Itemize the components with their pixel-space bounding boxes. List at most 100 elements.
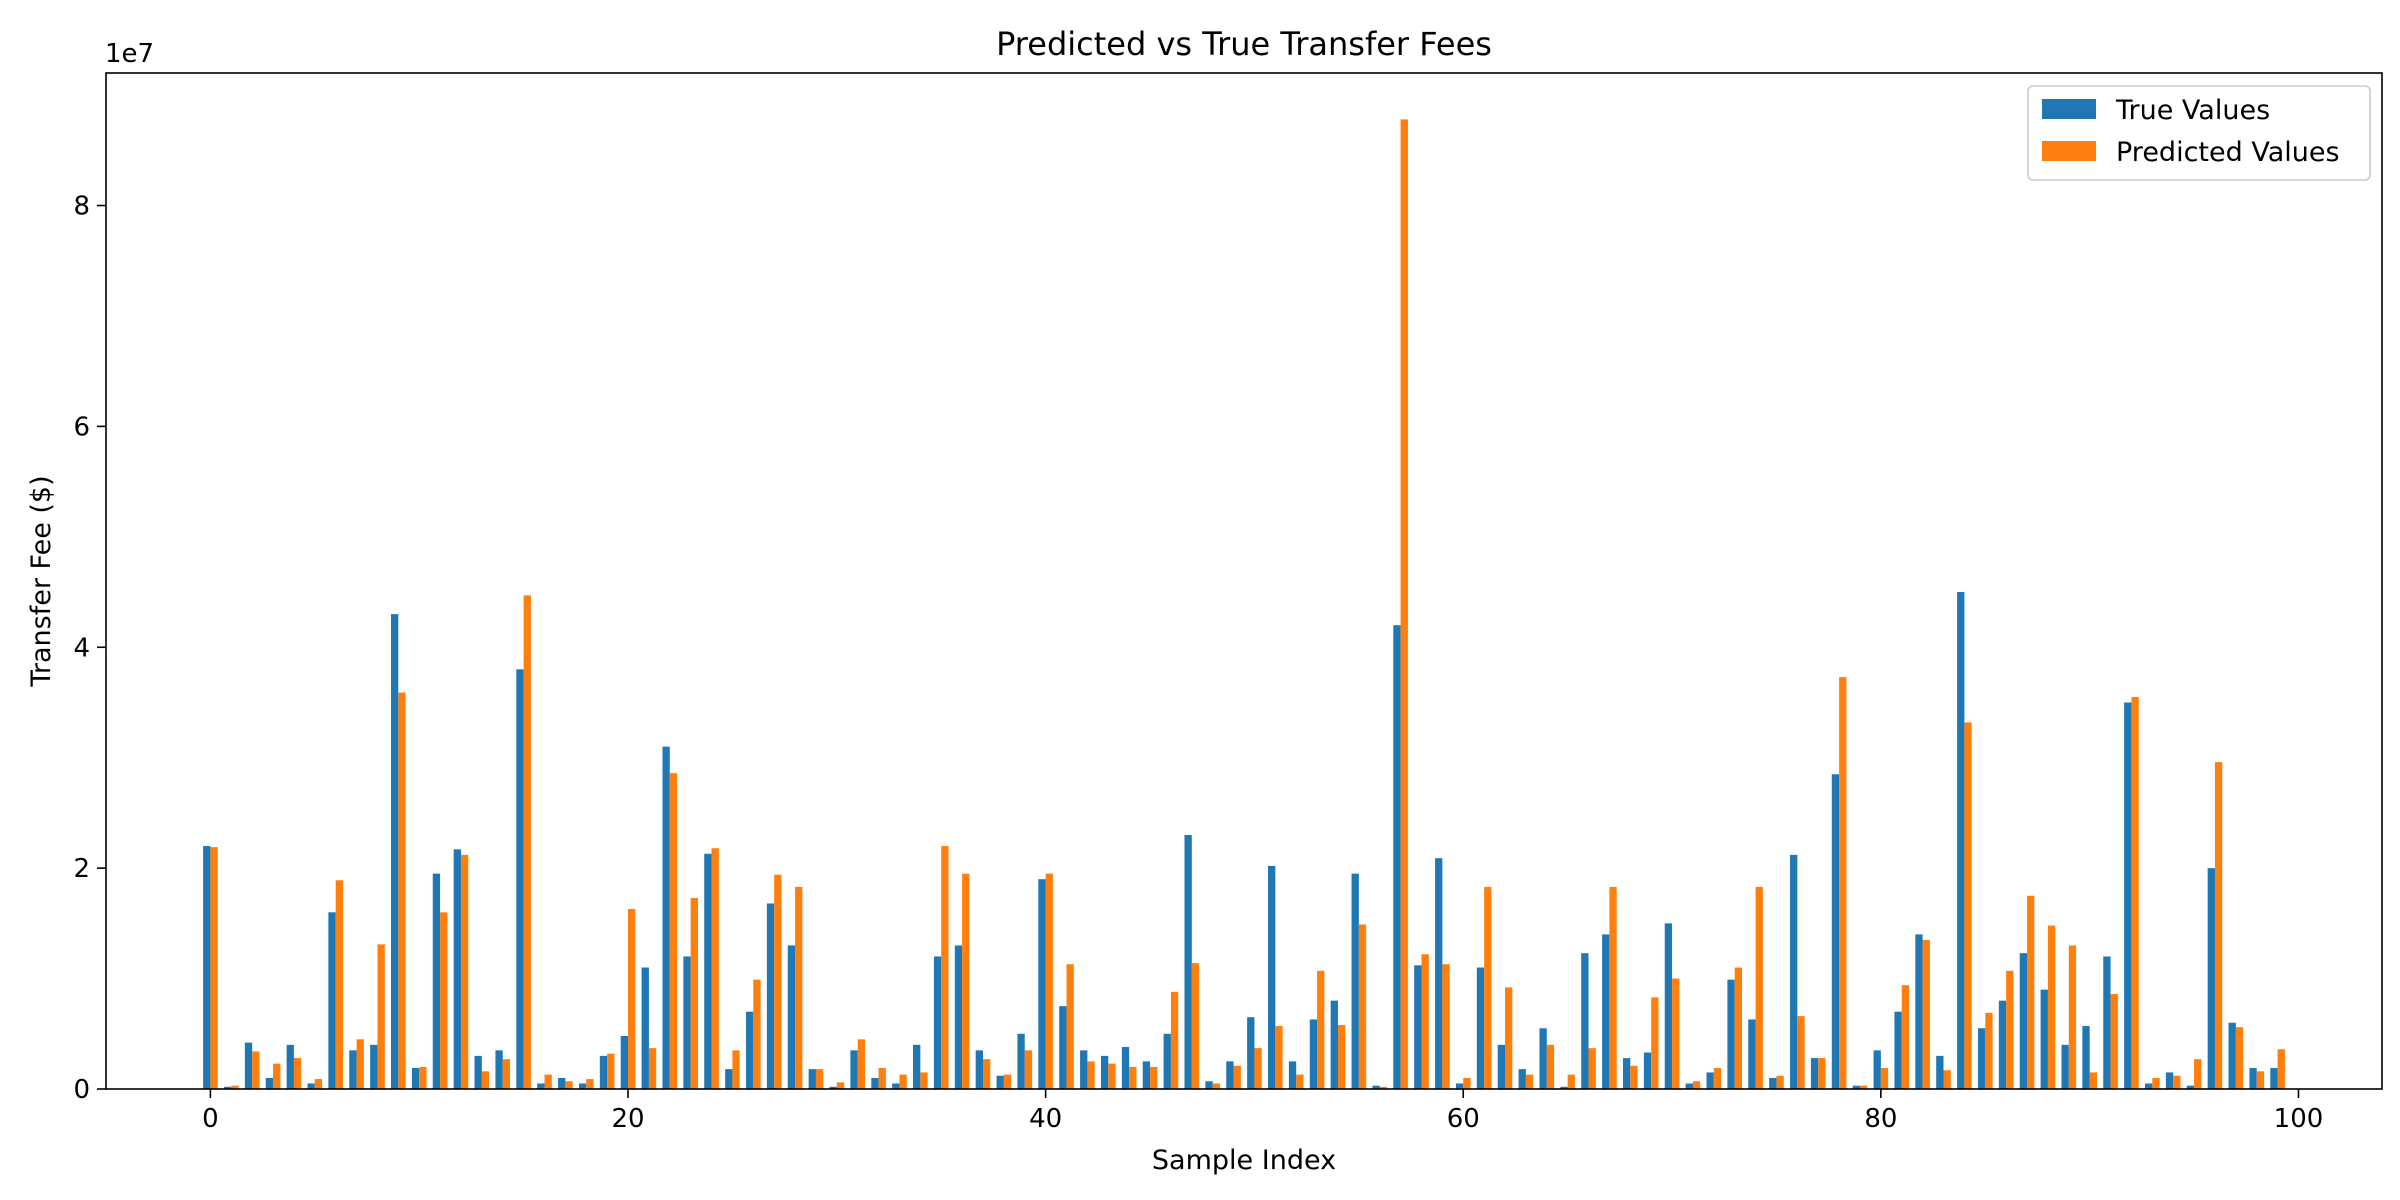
bar-true-values-42 bbox=[1080, 1050, 1088, 1089]
bar-true-values-0 bbox=[203, 846, 211, 1089]
bar-true-values-67 bbox=[1602, 934, 1610, 1089]
bar-true-values-95 bbox=[2186, 1085, 2195, 1089]
bar-true-values-79 bbox=[1852, 1085, 1860, 1089]
bar-true-values-29 bbox=[808, 1069, 816, 1089]
bar-predicted-values-84 bbox=[1964, 722, 1972, 1089]
bar-predicted-values-69 bbox=[1651, 997, 1659, 1089]
bar-true-values-78 bbox=[1831, 774, 1840, 1089]
bar-true-values-77 bbox=[1810, 1058, 1819, 1089]
bar-predicted-values-95 bbox=[2194, 1059, 2202, 1089]
bar-predicted-values-85 bbox=[1985, 1012, 1993, 1089]
bar-predicted-values-57 bbox=[1400, 119, 1408, 1089]
bar-predicted-values-32 bbox=[878, 1068, 886, 1089]
bar-true-values-87 bbox=[2019, 953, 2028, 1089]
bar-predicted-values-22 bbox=[669, 773, 678, 1089]
bar-true-values-91 bbox=[2103, 956, 2111, 1089]
bar-true-values-4 bbox=[286, 1044, 294, 1089]
bar-true-values-22 bbox=[662, 746, 670, 1089]
bar-true-values-18 bbox=[578, 1083, 587, 1089]
bar-true-values-27 bbox=[766, 903, 775, 1089]
bar-true-values-38 bbox=[996, 1075, 1004, 1089]
x-tick-label: 40 bbox=[1029, 1104, 1062, 1134]
bar-true-values-93 bbox=[2145, 1083, 2153, 1089]
bar-predicted-values-76 bbox=[1797, 1016, 1805, 1089]
bar-predicted-values-77 bbox=[1818, 1058, 1826, 1089]
bar-predicted-values-50 bbox=[1254, 1048, 1262, 1089]
bar-true-values-54 bbox=[1330, 1000, 1338, 1089]
bar-true-values-31 bbox=[850, 1050, 858, 1089]
bar-predicted-values-92 bbox=[2131, 696, 2139, 1089]
bar-true-values-61 bbox=[1476, 967, 1485, 1089]
bar-predicted-values-81 bbox=[1901, 985, 1910, 1089]
bar-predicted-values-23 bbox=[690, 897, 698, 1089]
y-tick-label: 2 bbox=[73, 854, 90, 884]
bar-predicted-values-31 bbox=[857, 1039, 866, 1089]
bar-predicted-values-70 bbox=[1672, 978, 1680, 1089]
bar-true-values-94 bbox=[2165, 1072, 2174, 1089]
bar-true-values-89 bbox=[2061, 1044, 2069, 1089]
bar-true-values-7 bbox=[349, 1050, 357, 1089]
bar-predicted-values-88 bbox=[2047, 925, 2056, 1089]
bar-predicted-values-8 bbox=[377, 944, 385, 1089]
bar-predicted-values-80 bbox=[1880, 1068, 1889, 1089]
bar-true-values-74 bbox=[1748, 1019, 1756, 1089]
bar-true-values-8 bbox=[370, 1044, 378, 1089]
x-tick-label: 80 bbox=[1864, 1104, 1897, 1134]
x-tick-label: 20 bbox=[611, 1104, 644, 1134]
bar-predicted-values-65 bbox=[1567, 1074, 1575, 1089]
bar-true-values-88 bbox=[2040, 989, 2048, 1089]
bar-true-values-39 bbox=[1017, 1033, 1025, 1089]
bar-predicted-values-20 bbox=[628, 908, 636, 1089]
bar-predicted-values-36 bbox=[962, 873, 970, 1089]
bar-predicted-values-45 bbox=[1150, 1066, 1158, 1089]
bar-true-values-44 bbox=[1121, 1047, 1130, 1089]
plot-area-frame bbox=[105, 72, 2383, 1090]
bar-predicted-values-5 bbox=[314, 1079, 323, 1089]
bar-predicted-values-67 bbox=[1609, 886, 1617, 1089]
legend-label-predicted-values: Predicted Values bbox=[2116, 137, 2340, 168]
y-tick-label: 0 bbox=[73, 1075, 90, 1105]
bar-predicted-values-9 bbox=[398, 692, 406, 1089]
bar-predicted-values-38 bbox=[1003, 1074, 1012, 1089]
bar-true-values-62 bbox=[1497, 1044, 1506, 1089]
bar-predicted-values-91 bbox=[2110, 994, 2118, 1089]
bar-predicted-values-21 bbox=[648, 1048, 657, 1089]
bar-true-values-20 bbox=[620, 1035, 629, 1089]
bar-predicted-values-68 bbox=[1630, 1065, 1638, 1089]
bar-predicted-values-71 bbox=[1692, 1081, 1701, 1089]
bar-true-values-40 bbox=[1038, 879, 1046, 1089]
bar-predicted-values-10 bbox=[419, 1066, 427, 1089]
bar-true-values-43 bbox=[1100, 1055, 1109, 1089]
chart-title: Predicted vs True Transfer Fees bbox=[996, 25, 1492, 63]
bar-predicted-values-3 bbox=[273, 1063, 281, 1089]
bar-predicted-values-35 bbox=[941, 846, 949, 1089]
legend-box bbox=[2027, 85, 2371, 181]
bar-true-values-99 bbox=[2270, 1068, 2278, 1089]
bar-true-values-75 bbox=[1769, 1077, 1777, 1089]
bar-predicted-values-53 bbox=[1317, 970, 1325, 1089]
bar-predicted-values-83 bbox=[1943, 1070, 1951, 1089]
bar-predicted-values-60 bbox=[1463, 1077, 1471, 1089]
bar-true-values-70 bbox=[1664, 923, 1673, 1089]
x-tick-label: 100 bbox=[2274, 1104, 2324, 1134]
y-axis-offset-label: 1e7 bbox=[105, 39, 154, 69]
bar-true-values-3 bbox=[265, 1077, 274, 1089]
x-axis-ticks: 0 20 40 60 80 100 bbox=[202, 1089, 2323, 1134]
bar-predicted-values-89 bbox=[2068, 945, 2077, 1089]
bars-group bbox=[203, 119, 2285, 1089]
bar-predicted-values-47 bbox=[1191, 963, 1200, 1089]
bar-true-values-90 bbox=[2082, 1026, 2090, 1089]
bar-predicted-values-75 bbox=[1776, 1075, 1784, 1089]
bar-predicted-values-18 bbox=[586, 1079, 594, 1089]
y-axis-ticks: 0 2 4 6 8 bbox=[73, 192, 106, 1105]
bar-true-values-25 bbox=[725, 1069, 733, 1089]
bar-predicted-values-62 bbox=[1505, 987, 1513, 1089]
bar-predicted-values-6 bbox=[335, 880, 343, 1089]
bar-predicted-values-56 bbox=[1379, 1086, 1388, 1089]
legend-swatch-true-values bbox=[2042, 99, 2096, 119]
bar-predicted-values-15 bbox=[523, 595, 531, 1089]
bar-true-values-48 bbox=[1205, 1081, 1213, 1089]
bar-true-values-81 bbox=[1894, 1011, 1902, 1089]
bar-predicted-values-40 bbox=[1045, 873, 1053, 1089]
bar-predicted-values-86 bbox=[2006, 970, 2014, 1089]
